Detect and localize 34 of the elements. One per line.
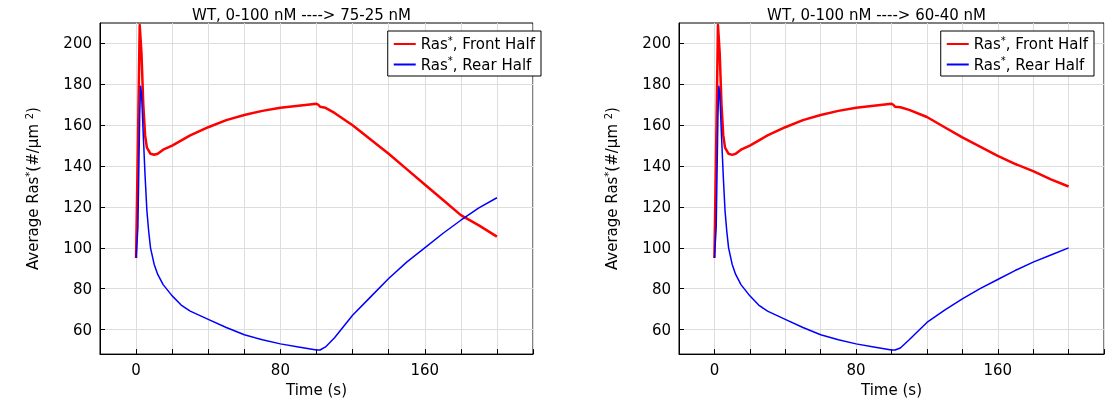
legend-label: Ras*, Rear Half — [973, 55, 1086, 74]
y-tick-label: 80 — [651, 279, 671, 298]
x-tick-label: 160 — [410, 360, 440, 379]
y-tick-label: 60 — [651, 320, 671, 339]
y-tick-label: 60 — [72, 320, 92, 339]
x-axis-title: Time (s) — [860, 380, 922, 399]
y-axis-title: Average Ras*(#/µm 2) — [602, 107, 621, 271]
line-series — [713, 85, 1070, 351]
legend-label: Ras*, Front Half — [420, 34, 536, 53]
y-tick-label: 160 — [642, 116, 671, 135]
chart-title: WT, 0-100 nM ----> 60-40 nM — [767, 5, 986, 24]
legend-label: Ras*, Rear Half — [420, 55, 533, 74]
line-series — [135, 85, 498, 351]
legend-label: Ras*, Front Half — [973, 34, 1089, 53]
x-tick-label: 80 — [846, 360, 866, 379]
x-tick-label: 0 — [131, 360, 141, 379]
y-tick-label: 140 — [63, 157, 92, 176]
y-tick-label: 100 — [63, 238, 92, 257]
x-axis-title: Time (s) — [285, 380, 347, 399]
x-tick-label: 0 — [709, 360, 720, 379]
y-tick-label: 80 — [72, 279, 92, 298]
y-tick-label: 100 — [642, 238, 671, 257]
chart-title: WT, 0-100 nM ----> 75-25 nM — [192, 5, 411, 24]
y-tick-label: 180 — [642, 75, 671, 94]
y-tick-label: 200 — [63, 34, 92, 53]
y-tick-label: 180 — [63, 75, 92, 94]
y-tick-label: 120 — [642, 197, 671, 216]
x-tick-label: 160 — [983, 360, 1013, 379]
y-tick-label: 160 — [63, 116, 92, 135]
y-axis-title: Average Ras*(#/µm 2) — [23, 107, 42, 271]
y-tick-label: 200 — [642, 34, 671, 53]
x-tick-label: 80 — [270, 360, 290, 379]
y-tick-label: 120 — [63, 197, 92, 216]
y-tick-label: 140 — [642, 157, 671, 176]
